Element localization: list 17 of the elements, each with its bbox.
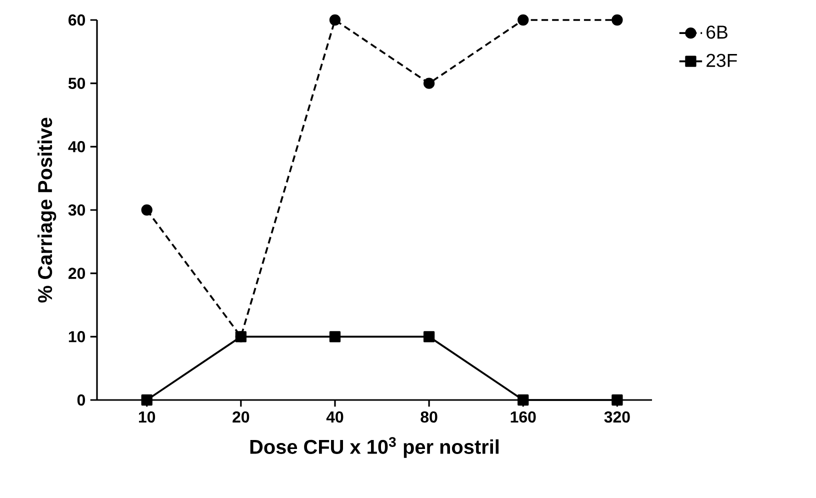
x-tick-label: 320 xyxy=(604,411,630,423)
y-axis-title: % Carriage Positive xyxy=(37,118,56,303)
legend-label: 23F xyxy=(706,54,737,68)
y-tick-label: 30 xyxy=(68,204,86,216)
x-tick-label: 20 xyxy=(232,411,250,423)
x-axis-title: Dose CFU x 10$^{3}$ per nostril xyxy=(250,437,499,458)
y-tick-label: 50 xyxy=(68,78,86,89)
x-tick-label: 40 xyxy=(326,411,344,423)
y-tick-label: 40 xyxy=(68,141,86,152)
y-tick-label: 20 xyxy=(68,268,86,279)
legend-label: 6B xyxy=(706,26,728,39)
x-tick-label: 10 xyxy=(138,411,156,423)
y-tick-label: 60 xyxy=(68,14,86,26)
x-tick-label: 80 xyxy=(420,411,438,423)
y-tick-label: 0 xyxy=(77,394,86,406)
x-tick-label: 160 xyxy=(510,411,536,423)
y-tick-label: 10 xyxy=(68,331,86,342)
